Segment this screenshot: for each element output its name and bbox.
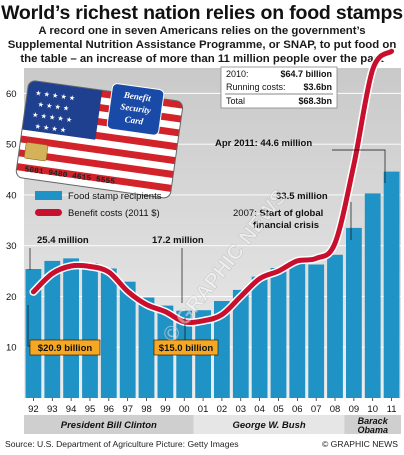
x-tick-95: 95 (85, 404, 96, 415)
y-tick-40: 40 (6, 190, 17, 201)
callout-cost-2000: $15.0 billion (153, 318, 219, 356)
x-tick-09: 09 (349, 404, 360, 415)
food-stamp-card-image: ★ ★ ★ ★ ★ ★ ★ ★ ★ ★ ★ ★ ★ ★ ★ ★ ★ ★ 5081… (15, 80, 184, 199)
svg-text:$20.9 billion: $20.9 billion (38, 343, 93, 354)
legend: Food stamp recipients Benefit costs (201… (35, 191, 162, 219)
bar-98 (138, 297, 155, 398)
x-tick-98: 98 (141, 404, 152, 415)
callout-cost-1992: $20.9 billion (27, 305, 101, 356)
label-recipients-2000: 17.2 million (152, 235, 204, 246)
x-tick-99: 99 (160, 404, 171, 415)
y-tick-20: 20 (6, 292, 17, 303)
chart-title: World’s richest nation relies on food st… (1, 2, 403, 24)
legend-swatch-costs (35, 209, 62, 216)
x-tick-03: 03 (236, 404, 247, 415)
x-tick-02: 02 (217, 404, 228, 415)
y-tick-60: 60 (6, 89, 17, 100)
x-tick-06: 06 (292, 404, 303, 415)
x-tick-96: 96 (104, 404, 115, 415)
card-logo: Benefit Security Card (106, 83, 165, 136)
label-recipients-2011: Apr 2011: 44.6 million (215, 138, 312, 149)
bar-96 (100, 268, 117, 398)
cost-line (30, 48, 395, 326)
x-tick-04: 04 (254, 404, 265, 415)
svg-text:$64.7 billion: $64.7 billion (280, 69, 332, 79)
x-tick-97: 97 (122, 404, 133, 415)
label-financial-crisis-2: financial crisis (253, 220, 319, 231)
svg-text:$68.3bn: $68.3bn (298, 96, 332, 106)
x-tick-05: 05 (273, 404, 284, 415)
cost-summary-box: 2010: $64.7 billion Running costs: $3.6b… (220, 66, 338, 109)
legend-swatch-recipients (35, 191, 62, 200)
x-tick-10: 10 (367, 404, 378, 415)
x-tick-01: 01 (198, 404, 209, 415)
bar-93 (44, 260, 61, 398)
x-tick-08: 08 (330, 404, 341, 415)
bar-09 (346, 227, 362, 398)
y-tick-10: 10 (6, 343, 17, 354)
svg-text:Running costs:: Running costs: (226, 82, 286, 92)
y-tick-50: 50 (6, 140, 17, 151)
label-financial-crisis-1: 2007: Start of global (233, 208, 323, 219)
svg-text:$15.0 billion: $15.0 billion (159, 343, 214, 354)
bar-97 (119, 281, 136, 398)
president-label-0: President Bill Clinton (61, 420, 157, 431)
x-tick-92: 92 (28, 404, 39, 415)
x-tick-93: 93 (47, 404, 58, 415)
legend-label-costs: Benefit costs (2011 $) (68, 208, 160, 219)
bar-94 (63, 258, 79, 398)
legend-label-recipients: Food stamp recipients (68, 191, 162, 202)
bar-06 (289, 263, 306, 398)
label-recipients-2009: 33.5 million (276, 191, 328, 202)
x-tick-00: 00 (179, 404, 190, 415)
bar-05 (270, 268, 287, 398)
x-tick-07: 07 (311, 404, 322, 415)
svg-text:Card: Card (124, 114, 144, 127)
bar-95 (82, 263, 98, 398)
president-label-1: George W. Bush (232, 420, 305, 431)
svg-text:2010:: 2010: (226, 69, 249, 79)
svg-text:$3.6bn: $3.6bn (303, 82, 332, 92)
bar-04 (251, 276, 268, 398)
svg-text:Security: Security (120, 101, 153, 115)
bar-92 (25, 269, 42, 398)
bar-03 (232, 289, 249, 398)
president-label-2-line2: Obama (357, 425, 388, 435)
chart-subtitle: A record one in seven Americans relies o… (7, 25, 397, 79)
bar-11 (383, 171, 400, 398)
svg-text:Total: Total (226, 96, 245, 106)
president-label-2: Barack (358, 416, 389, 426)
president-band-1 (193, 415, 345, 434)
bar-10 (364, 193, 381, 398)
source-note: Source: U.S. Department of Agriculture P… (5, 439, 239, 449)
president-band-0 (24, 415, 194, 434)
svg-text:Benefit: Benefit (122, 90, 152, 104)
x-tick-94: 94 (66, 404, 77, 415)
copyright-note: © GRAPHIC NEWS (321, 439, 398, 449)
bar-07 (308, 264, 325, 398)
y-tick-30: 30 (6, 241, 17, 252)
bar-02 (214, 301, 230, 398)
x-tick-11: 11 (387, 404, 397, 415)
president-band-2 (344, 415, 401, 434)
label-recipients-1992: 25.4 million (37, 235, 89, 246)
bar-08 (327, 254, 343, 398)
